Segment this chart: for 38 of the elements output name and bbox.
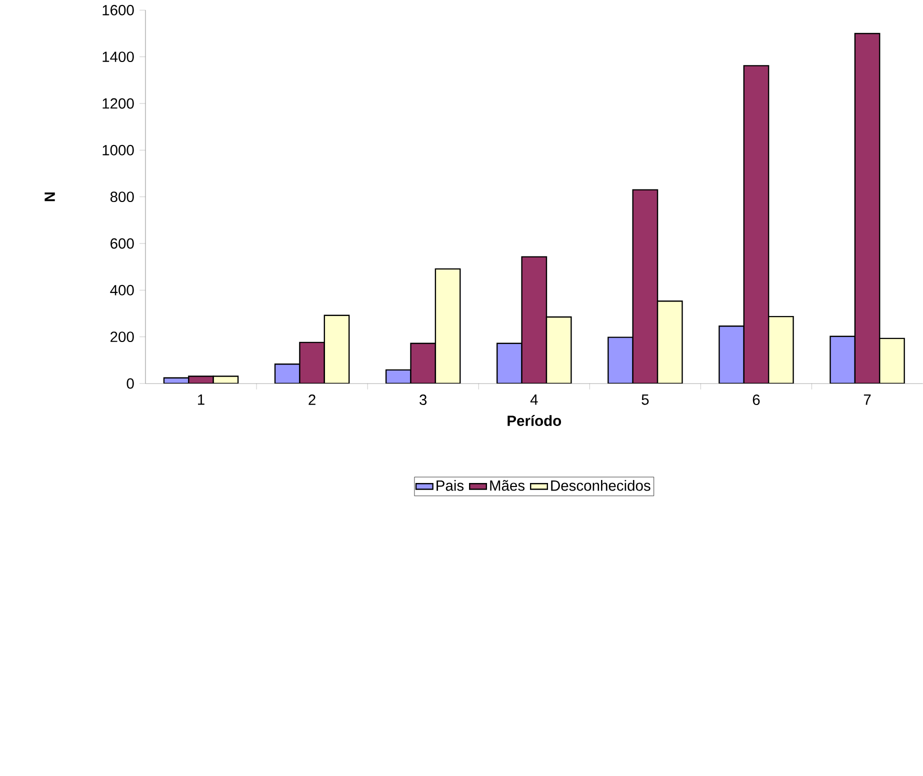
bar — [434, 268, 461, 384]
y-tick-label: 800 — [110, 192, 134, 202]
bar — [546, 316, 572, 384]
legend-label: Pais — [436, 480, 464, 492]
y-tick-label: 0 — [126, 378, 134, 389]
x-tick-label: 2 — [308, 394, 316, 406]
bar — [299, 342, 325, 384]
bar — [768, 316, 794, 384]
bar — [718, 326, 744, 384]
x-axis-title: Período — [508, 415, 562, 426]
legend-label: Mães — [490, 480, 525, 492]
bar — [656, 300, 683, 384]
x-tick-label: 1 — [198, 394, 204, 405]
y-tick-label: 600 — [110, 238, 134, 249]
x-tick-label: 7 — [864, 394, 871, 405]
bar — [743, 65, 770, 384]
x-tick-label: 6 — [752, 394, 760, 406]
bar — [410, 343, 436, 384]
x-tick-label: 3 — [420, 394, 427, 406]
bar — [854, 33, 880, 384]
x-tick-label: 4 — [530, 394, 538, 405]
y-tick-label: 1400 — [102, 52, 134, 62]
y-tick-label: 400 — [110, 285, 134, 296]
bar — [830, 336, 856, 384]
y-tick-label: 200 — [110, 332, 134, 342]
bar — [274, 364, 300, 384]
legend-label: Desconhecidos — [551, 480, 650, 492]
bar — [632, 189, 658, 384]
bar — [608, 336, 634, 384]
bar — [521, 256, 548, 384]
y-axis-title: N — [44, 192, 55, 202]
y-tick-label: 1200 — [102, 98, 134, 109]
bar — [879, 338, 905, 384]
bar — [324, 315, 350, 384]
bar — [496, 343, 522, 384]
y-tick-label: 1600 — [102, 5, 134, 16]
y-tick-label: 1000 — [102, 145, 134, 156]
x-tick-label: 5 — [642, 394, 649, 406]
